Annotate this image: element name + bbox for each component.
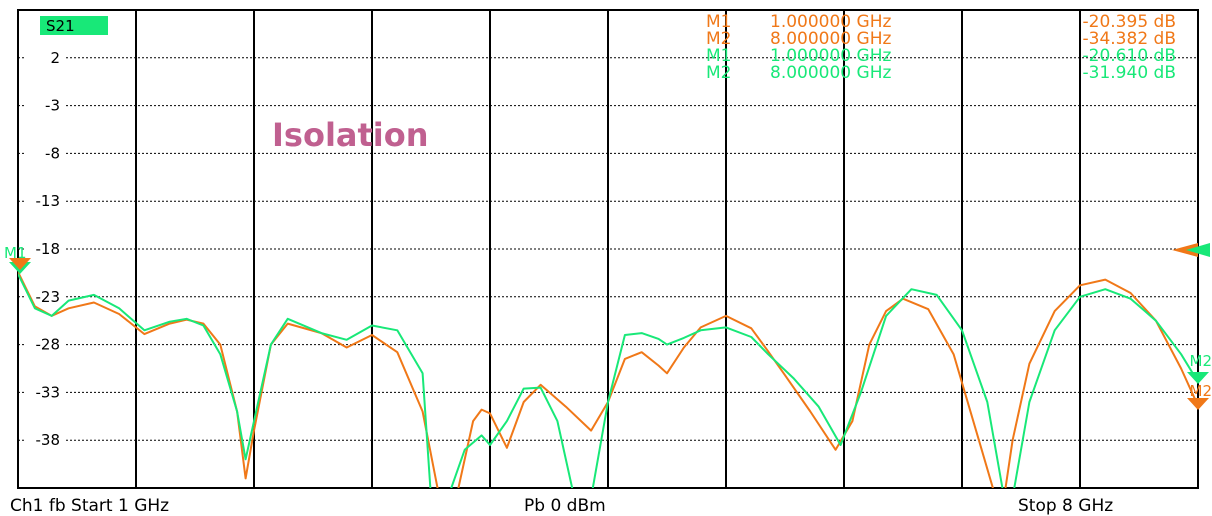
series-line-2: [18, 273, 1198, 488]
trace-label-bg: [40, 16, 108, 35]
marker-frequency: 8.000000 GHz: [770, 29, 891, 49]
tick-label-bg: [24, 192, 64, 210]
marker-value: -20.610 dB: [1083, 46, 1176, 66]
marker-name: M1: [706, 46, 731, 66]
marker-flags: M1 M2 M2: [4, 243, 1212, 410]
tick-label-bg: [24, 48, 64, 66]
marker-triangle[interactable]: [9, 258, 31, 270]
reference-arrow[interactable]: [1172, 243, 1198, 257]
marker-readout-table: M1 1.000000 GHz -20.395 dB M2 8.000000 GHz -3…: [706, 12, 1176, 83]
marker-value: -31.940 dB: [1083, 63, 1176, 83]
grid-lines: [17, 9, 1199, 489]
tick-label-bg: [24, 431, 64, 449]
series-group: [18, 271, 1198, 488]
tick-label-bg: [24, 383, 64, 401]
footer-stop: Stop 8 GHz: [1018, 496, 1113, 516]
marker-flag-label: M2: [1190, 382, 1212, 400]
isolation-annotation: Isolation: [272, 116, 429, 154]
marker-name: M2: [706, 63, 731, 83]
trace-label: S21: [46, 17, 75, 35]
series-line-1: [18, 271, 1198, 488]
tick-label-bg: [24, 96, 64, 114]
marker-name: M2: [706, 29, 731, 49]
marker-flag-label: M1: [4, 244, 27, 262]
y-tick-label: -18: [36, 240, 61, 258]
marker-value: -20.395 dB: [1083, 12, 1176, 32]
y-tick-label: -8: [45, 144, 60, 162]
y-tick-label: -33: [36, 383, 61, 401]
marker-name: M1: [706, 12, 731, 32]
y-tick-labels: 2 -3 -8 -13 -18 -23 -28 -33 -38: [24, 48, 64, 449]
marker-frequency: 1.000000 GHz: [770, 12, 891, 32]
y-tick-label: -38: [36, 431, 61, 449]
tick-label-bg: [24, 287, 64, 305]
y-tick-label: 2: [50, 49, 60, 67]
marker-frequency: 8.000000 GHz: [770, 63, 891, 83]
y-tick-label: -28: [36, 336, 61, 354]
marker-triangle[interactable]: [1187, 372, 1209, 384]
tick-label-bg: [24, 144, 64, 162]
marker-frequency: 1.000000 GHz: [770, 46, 891, 66]
marker-triangle[interactable]: [1187, 398, 1209, 410]
footer-power: Pb 0 dBm: [524, 496, 606, 516]
marker-flag-label: M2: [1190, 352, 1212, 370]
reference-arrow[interactable]: [1186, 243, 1210, 257]
tick-label-bg: [24, 240, 64, 257]
y-tick-label: -3: [45, 97, 60, 115]
y-tick-label: -23: [36, 288, 61, 306]
y-tick-label: -13: [36, 192, 61, 210]
tick-label-bg: [24, 335, 64, 353]
trace-label-badge[interactable]: S21: [40, 16, 108, 35]
marker-value: -34.382 dB: [1083, 29, 1176, 49]
footer-start: Ch1 fb Start 1 GHz: [10, 496, 169, 516]
